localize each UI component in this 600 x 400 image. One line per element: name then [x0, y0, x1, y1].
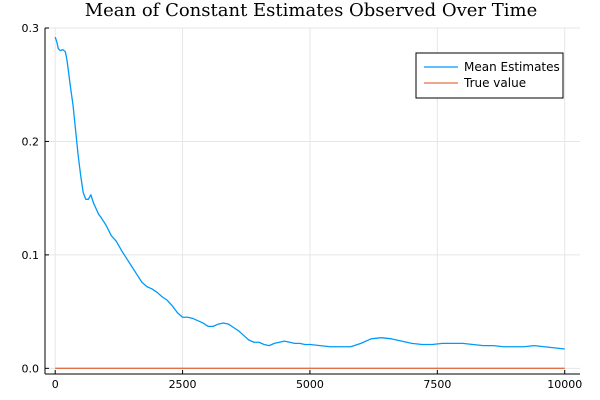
legend-label-1: True value — [463, 76, 526, 90]
y-tick-label: 0.1 — [22, 249, 40, 262]
y-tick-label: 0.2 — [22, 135, 40, 148]
x-tick-label: 10000 — [547, 378, 582, 391]
chart-title: Mean of Constant Estimates Observed Over… — [85, 0, 538, 21]
series-line-0 — [54, 36, 565, 350]
x-ticks: 0 2500 5000 7500 10000 — [52, 370, 582, 391]
y-tick-label: 0.3 — [22, 22, 40, 35]
axes — [44, 28, 580, 375]
legend-label-0: Mean Estimates — [464, 60, 560, 74]
y-ticks: 0.0 0.1 0.2 0.3 — [22, 22, 49, 375]
x-tick-label: 2500 — [169, 378, 197, 391]
y-tick-label: 0.0 — [22, 362, 40, 375]
legend-box — [415, 52, 564, 99]
x-tick-label: 7500 — [423, 378, 451, 391]
series-layer — [54, 36, 565, 369]
legend: Mean Estimates True value — [415, 52, 564, 99]
x-tick-label: 0 — [52, 378, 59, 391]
x-tick-label: 5000 — [296, 378, 324, 391]
